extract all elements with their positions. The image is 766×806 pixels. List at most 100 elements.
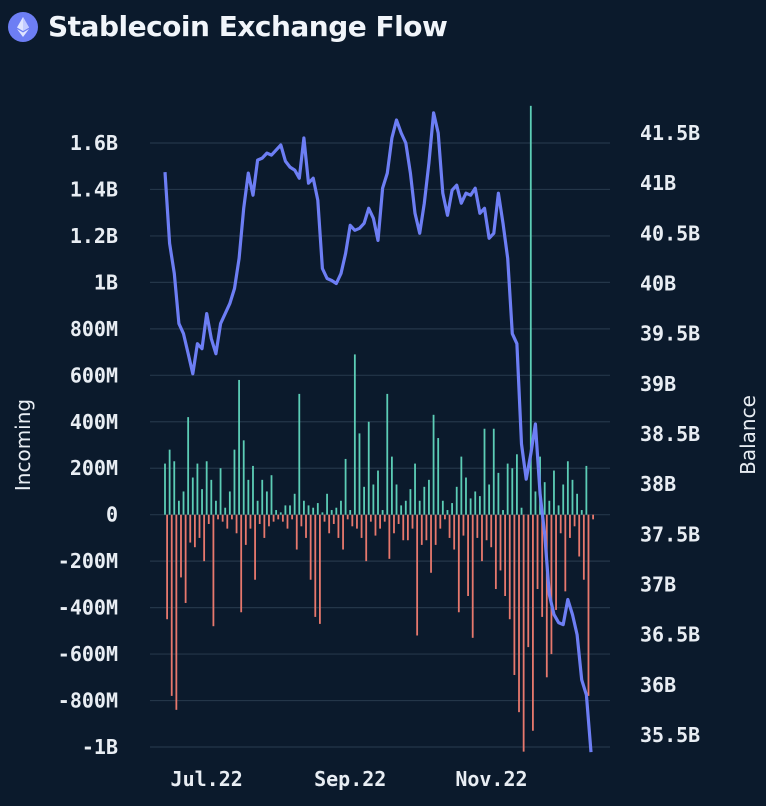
incoming-bar xyxy=(275,510,278,515)
incoming-bar xyxy=(455,486,458,515)
right-tick-label: 37B xyxy=(640,573,676,597)
right-tick-label: 39.5B xyxy=(640,322,700,346)
outgoing-bar xyxy=(467,514,469,596)
incoming-bar xyxy=(516,454,518,515)
outgoing-bar xyxy=(314,514,317,617)
incoming-bar xyxy=(330,510,333,515)
outgoing-bar xyxy=(175,514,178,710)
incoming-bar xyxy=(432,414,435,515)
outgoing-bar xyxy=(277,514,280,520)
incoming-bar xyxy=(502,510,504,515)
incoming-bar xyxy=(182,491,185,515)
incoming-bar xyxy=(497,472,500,515)
outgoing-bar xyxy=(254,514,256,580)
outgoing-bar xyxy=(258,514,261,524)
incoming-bar xyxy=(168,449,171,515)
right-tick-label: 35.5B xyxy=(640,723,700,747)
left-tick-label: 1.2B xyxy=(70,224,118,248)
right-axis-label: Balance xyxy=(736,395,760,475)
left-tick-label: -800M xyxy=(58,689,118,713)
incoming-bar xyxy=(585,465,588,515)
incoming-bar xyxy=(205,461,208,515)
right-tick-label: 38B xyxy=(640,472,676,496)
outgoing-bar xyxy=(170,514,173,696)
outgoing-bar xyxy=(434,514,437,545)
incoming-bar xyxy=(344,458,347,515)
outgoing-bar xyxy=(541,514,544,617)
incoming-bar xyxy=(224,507,227,515)
right-tick-label: 39B xyxy=(640,372,676,396)
incoming-bar xyxy=(488,484,491,515)
incoming-bar xyxy=(316,503,319,515)
incoming-bar xyxy=(548,500,551,515)
incoming-bar xyxy=(177,500,180,515)
incoming-bar xyxy=(428,479,430,515)
outgoing-bar xyxy=(397,514,400,524)
outgoing-bar xyxy=(536,514,539,590)
ethereum-icon xyxy=(8,11,38,42)
incoming-bar xyxy=(400,505,403,515)
incoming-bar xyxy=(256,500,259,515)
incoming-bar xyxy=(566,461,569,515)
outgoing-bar xyxy=(369,514,372,522)
outgoing-bar xyxy=(406,514,409,541)
outgoing-bar xyxy=(309,514,312,580)
right-tick-label: 40B xyxy=(640,272,676,296)
outgoing-bar xyxy=(393,514,395,534)
incoming-bar xyxy=(381,510,384,515)
incoming-bar xyxy=(372,484,375,515)
incoming-bar xyxy=(451,503,453,515)
incoming-bar xyxy=(363,486,366,515)
outgoing-bar xyxy=(425,514,428,541)
incoming-bar xyxy=(187,417,190,515)
incoming-bar xyxy=(441,500,444,515)
outgoing-bar xyxy=(332,514,335,524)
incoming-bar xyxy=(465,477,467,515)
incoming-bar xyxy=(492,428,495,515)
x-tick-label: Nov.22 xyxy=(455,767,527,791)
outgoing-bar xyxy=(221,514,224,522)
outgoing-bar xyxy=(272,514,275,522)
incoming-bar xyxy=(270,475,273,515)
left-tick-label: -1B xyxy=(82,735,118,759)
outgoing-bar xyxy=(346,514,349,520)
outgoing-bar xyxy=(337,514,340,538)
outgoing-bar xyxy=(374,514,377,536)
x-tick-label: Jul.22 xyxy=(171,767,243,791)
flow-bars xyxy=(164,105,594,752)
outgoing-bar xyxy=(300,514,303,527)
incoming-bar xyxy=(265,491,268,515)
incoming-bar xyxy=(553,470,555,515)
right-tick-label: 36B xyxy=(640,673,676,697)
outgoing-bar xyxy=(305,514,307,538)
incoming-bar xyxy=(289,505,291,515)
outgoing-bar xyxy=(244,514,247,545)
outgoing-bar xyxy=(462,514,465,536)
outgoing-bar xyxy=(545,514,548,678)
x-axis-ticks: Jul.22 Sep.22 Nov.22 xyxy=(171,767,528,791)
right-tick-label: 37.5B xyxy=(640,522,700,546)
incoming-bar xyxy=(520,507,523,515)
incoming-bar xyxy=(353,354,356,515)
outgoing-bar xyxy=(231,514,233,520)
outgoing-bar xyxy=(286,514,289,529)
outgoing-bar xyxy=(457,514,460,613)
outgoing-bar xyxy=(263,514,266,538)
outgoing-bar xyxy=(513,514,516,675)
incoming-bar xyxy=(367,421,370,515)
outgoing-bar xyxy=(555,514,557,610)
left-tick-label: -200M xyxy=(58,549,118,573)
incoming-bar xyxy=(571,479,574,515)
outgoing-bar xyxy=(559,514,562,534)
incoming-bar xyxy=(293,493,296,515)
incoming-bar xyxy=(469,498,472,515)
incoming-bar xyxy=(312,507,315,515)
incoming-bar xyxy=(576,493,579,515)
incoming-bar xyxy=(326,493,328,515)
left-tick-label: -600M xyxy=(58,642,118,666)
incoming-bar xyxy=(478,496,481,515)
outgoing-bar xyxy=(522,514,525,752)
outgoing-bar xyxy=(527,514,530,648)
outgoing-bar xyxy=(444,514,446,520)
left-axis-label: Incoming xyxy=(11,399,35,491)
